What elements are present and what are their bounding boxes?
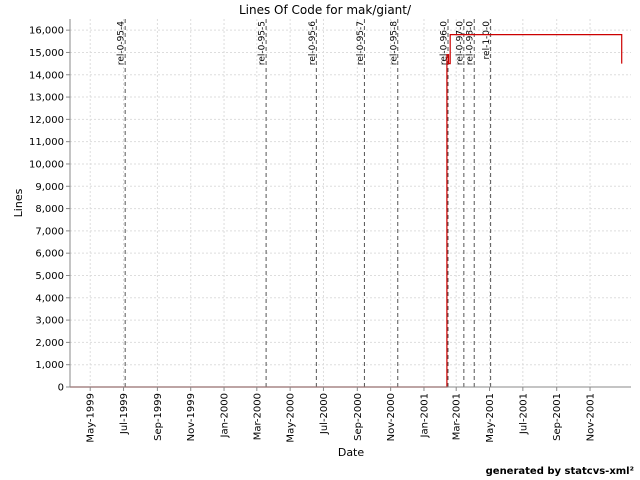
release-marker-label: rel-0-95-7 (356, 21, 366, 65)
x-tick-label: Sep-1999 (153, 393, 164, 441)
y-tick-label: 14,000 (29, 70, 64, 81)
series-layer (70, 34, 623, 388)
release-marker-label: rel-0-95-8 (389, 21, 399, 65)
release-marker-label: rel-0-95-5 (258, 21, 268, 65)
release-marker-label: rel-0-98-0 (466, 21, 476, 65)
release-marker-label: rel-1-0-0 (482, 21, 492, 60)
y-tick-label: 16,000 (29, 26, 64, 37)
release-markers: rel-0-95-4 rel-0-95-5 rel-0-95-6 rel-0-95-7… (117, 19, 492, 387)
axes: 0 1,000 2,000 3,000 4,000 5,000 6,000 7,000 8,00… (29, 19, 631, 443)
x-tick-label: Mar-2000 (252, 393, 263, 440)
y-tick-label: 8,000 (35, 204, 64, 215)
x-tick-label: Sep-2001 (552, 393, 563, 441)
y-axis-label: Lines (12, 188, 25, 217)
generator-credit: generated by statcvs-xml² (486, 466, 634, 477)
x-tick-label: May-1999 (86, 393, 97, 443)
x-tick-label: Jul-2000 (319, 393, 330, 435)
y-tick-label: 9,000 (35, 182, 64, 193)
x-tick-label: Jan-2000 (220, 393, 231, 438)
release-marker-label: rel-0-96-0 (440, 21, 450, 65)
x-tick-label: May-2001 (485, 393, 496, 443)
y-tick-label: 11,000 (29, 137, 64, 148)
x-tick-label: Sep-2000 (353, 393, 364, 441)
x-axis-label: Date (338, 446, 365, 459)
y-tick-label: 3,000 (35, 316, 64, 327)
gridlines (70, 19, 631, 387)
chart-title: Lines Of Code for mak/giant/ (239, 3, 412, 17)
x-tick-label: Jul-2001 (518, 393, 529, 435)
y-tick-label: 13,000 (29, 93, 64, 104)
release-marker-label: rel-0-95-6 (308, 21, 318, 65)
release-marker-label: rel-0-95-4 (117, 21, 127, 65)
lines-of-code-series (70, 34, 623, 388)
y-tick-label: 12,000 (29, 115, 64, 126)
x-tick-label: Jan-2001 (419, 393, 430, 438)
y-tick-label: 1,000 (35, 360, 64, 371)
x-tick-label: Nov-2000 (386, 393, 397, 441)
release-marker-label: rel-0-97-0 (455, 21, 465, 65)
y-tick-label: 6,000 (35, 249, 64, 260)
y-tick-label: 2,000 (35, 338, 64, 349)
y-tick-label: 15,000 (29, 48, 64, 59)
x-tick-label: Jul-1999 (119, 393, 130, 435)
x-tick-label: Nov-1999 (186, 393, 197, 441)
x-tick-label: Nov-2001 (586, 393, 597, 441)
y-tick-label: 4,000 (35, 293, 64, 304)
y-tick-label: 0 (58, 383, 64, 394)
x-tick-label: Mar-2001 (452, 393, 463, 440)
y-tick-label: 5,000 (35, 271, 64, 282)
y-tick-label: 7,000 (35, 226, 64, 237)
x-tick-label: May-2000 (286, 393, 297, 443)
y-tick-label: 10,000 (29, 159, 64, 170)
